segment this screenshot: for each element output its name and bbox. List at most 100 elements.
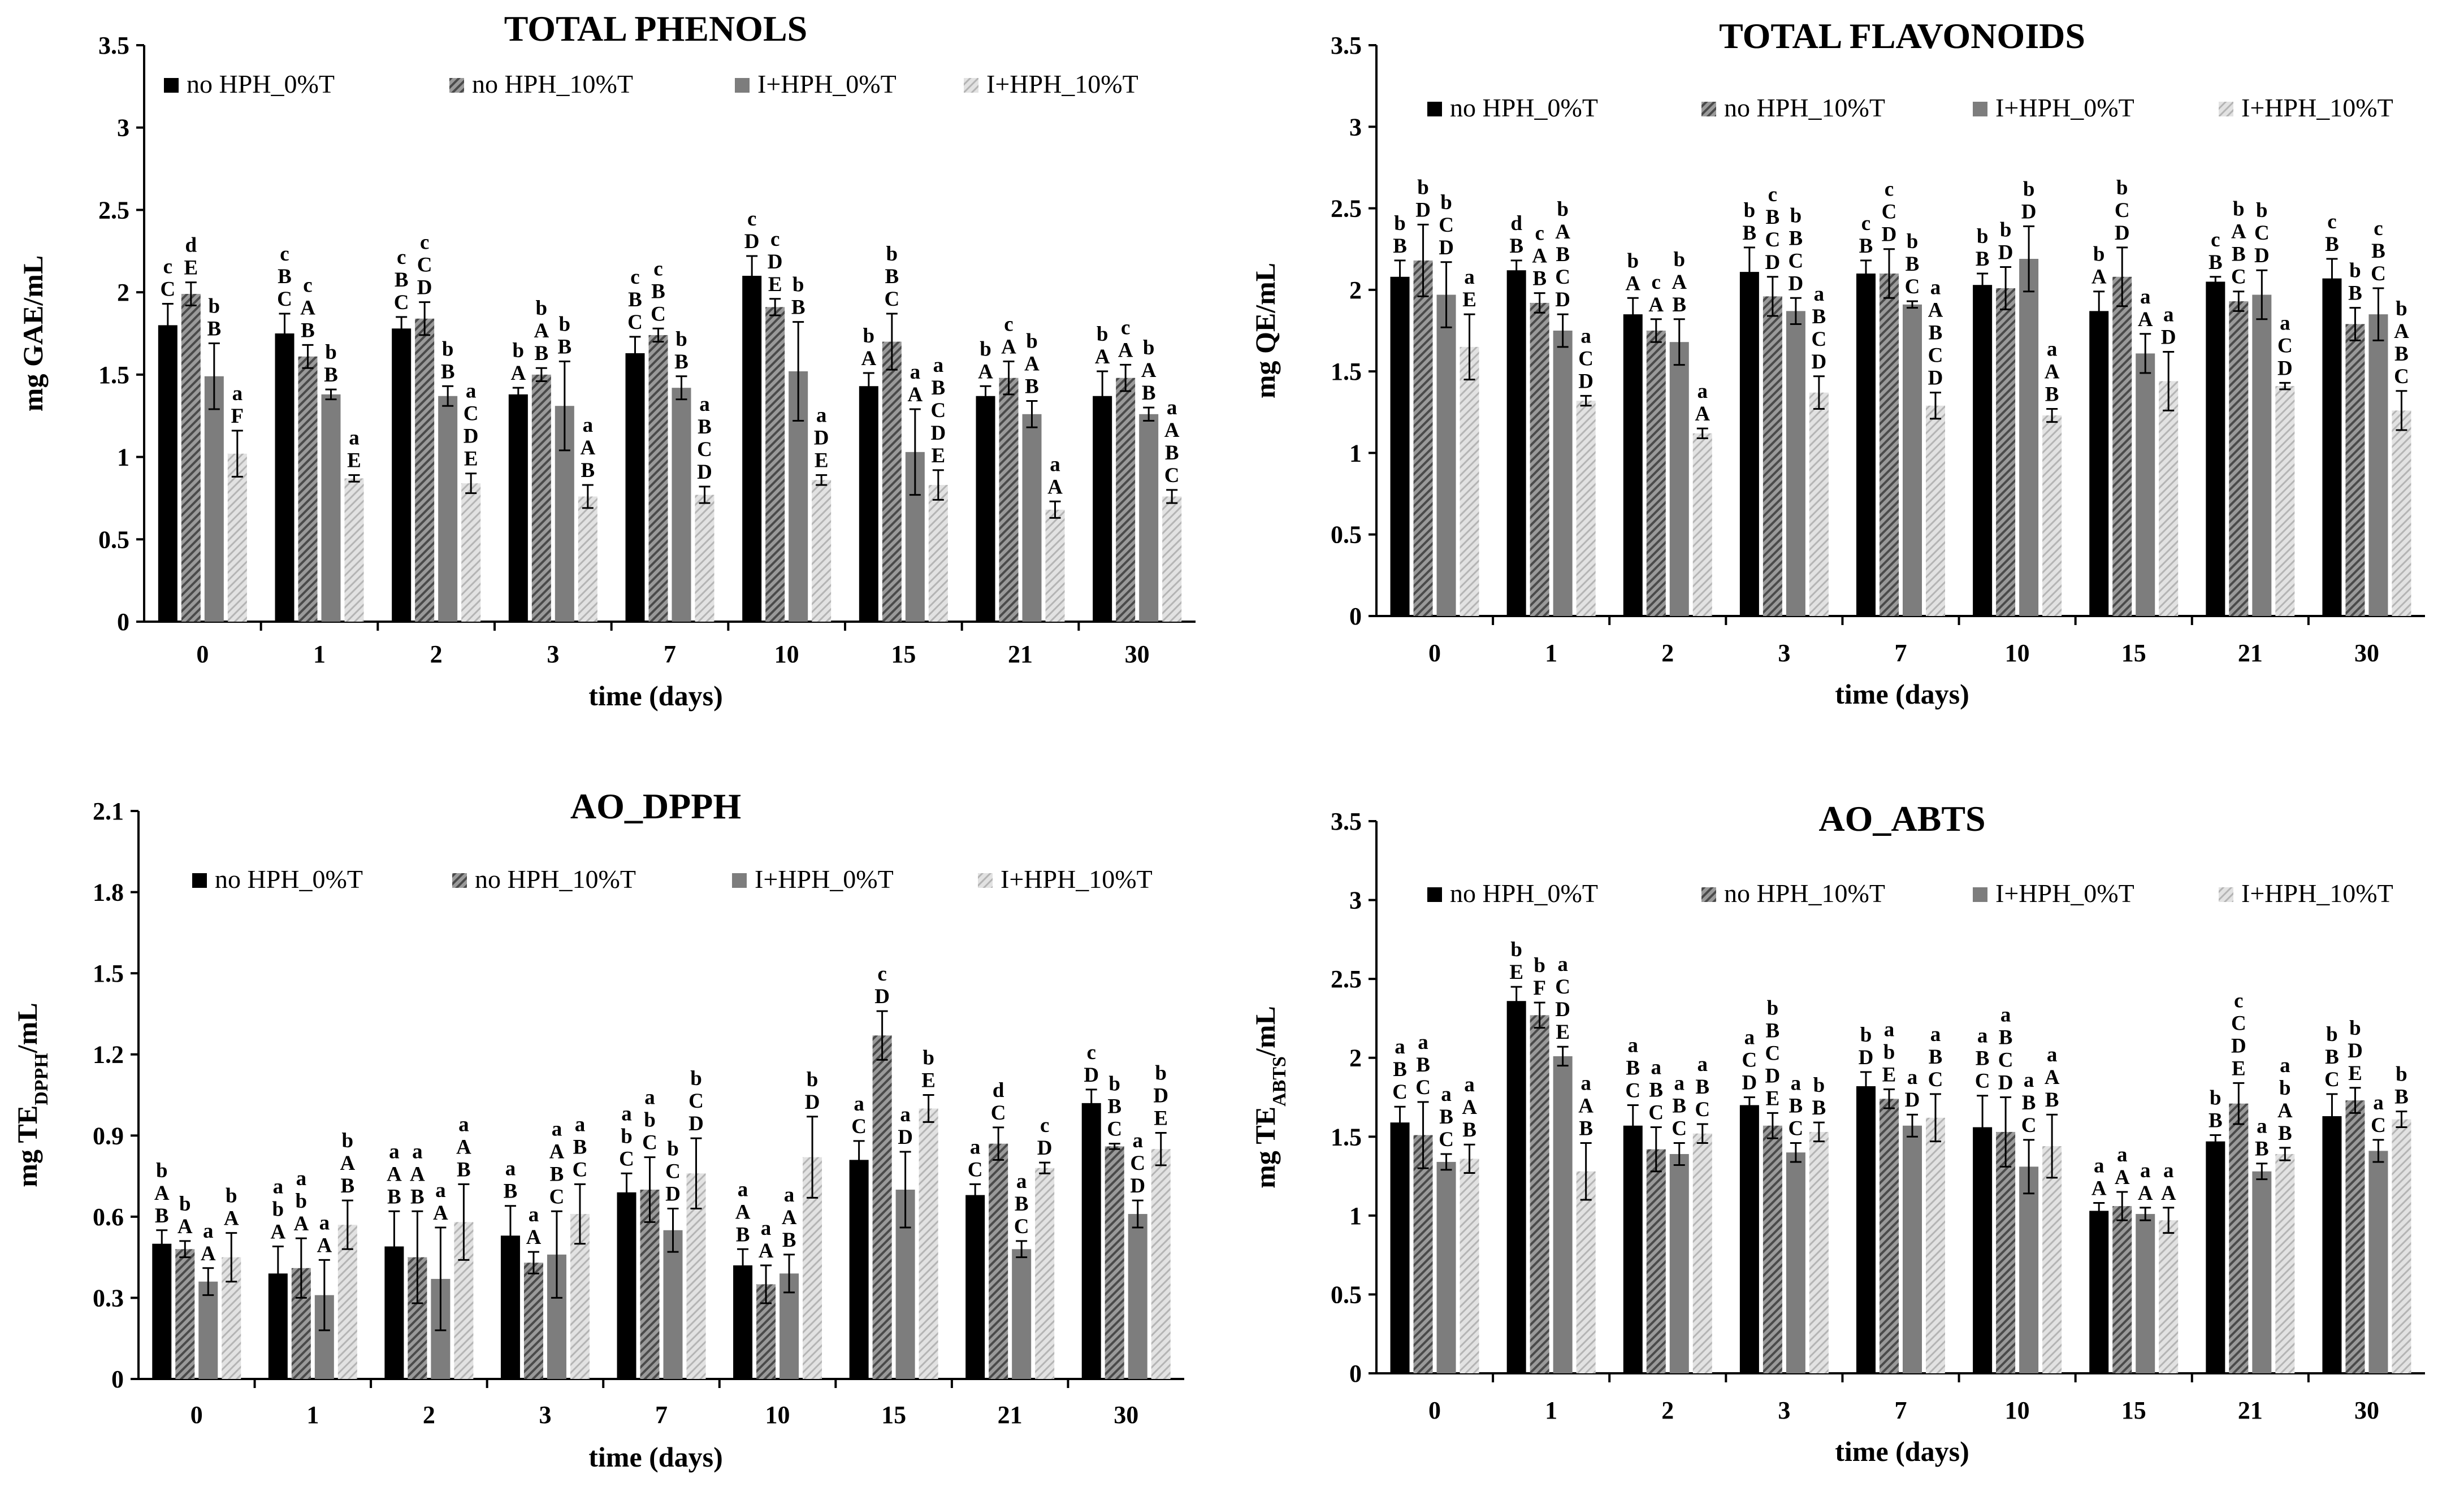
significance-letter: A bbox=[293, 1212, 309, 1235]
x-tick-label: 30 bbox=[2354, 1396, 2379, 1424]
significance-letter: A bbox=[526, 1226, 542, 1249]
legend-swatch bbox=[1427, 887, 1442, 902]
x-tick-label: 21 bbox=[998, 1401, 1023, 1429]
significance-letter: b bbox=[226, 1185, 237, 1208]
significance-letter: C bbox=[1439, 214, 1454, 237]
significance-letter: a bbox=[583, 414, 594, 437]
significance-letter: B bbox=[301, 319, 315, 342]
significance-letter: A bbox=[534, 319, 549, 342]
bar bbox=[812, 480, 832, 622]
significance-letter: B bbox=[1789, 1094, 1803, 1117]
significance-letter: c bbox=[630, 266, 639, 289]
bar bbox=[2112, 1206, 2132, 1373]
significance-letter: C bbox=[417, 254, 432, 277]
bar bbox=[1012, 1249, 1032, 1379]
significance-letter: E bbox=[2348, 1062, 2362, 1085]
significance-letter: E bbox=[347, 449, 361, 472]
legend-swatch bbox=[449, 78, 464, 93]
significance-letter: b bbox=[559, 313, 571, 336]
significance-letter: a bbox=[2257, 1115, 2267, 1138]
legend-label: no HPH_10%T bbox=[1724, 879, 1885, 908]
significance-letter: B bbox=[2232, 243, 2246, 266]
significance-letter: b bbox=[513, 339, 525, 362]
significance-letter: A bbox=[2091, 1177, 2107, 1200]
significance-letter: A bbox=[2115, 1166, 2130, 1189]
bar bbox=[337, 1225, 357, 1379]
y-tick-label: 0.3 bbox=[93, 1284, 124, 1312]
bar bbox=[1116, 378, 1136, 622]
bar bbox=[2089, 1211, 2109, 1373]
significance-letter: b bbox=[2233, 198, 2245, 221]
bar bbox=[392, 328, 412, 622]
significance-letter: b bbox=[1673, 248, 1685, 271]
y-tick-label: 2.5 bbox=[1331, 965, 1362, 993]
y-tick-label: 3.5 bbox=[1331, 808, 1362, 835]
significance-letter: B bbox=[1695, 1075, 1709, 1099]
significance-letter: D bbox=[688, 1112, 704, 1135]
significance-letter: D bbox=[2254, 244, 2270, 267]
significance-letter: C bbox=[1928, 1068, 1943, 1091]
significance-letter: A bbox=[759, 1239, 774, 1263]
significance-letter: A bbox=[782, 1206, 797, 1229]
significance-letter: D bbox=[1905, 1088, 1920, 1112]
significance-letter: b bbox=[2093, 243, 2105, 266]
significance-letter: b bbox=[1510, 938, 1522, 961]
significance-letter: C bbox=[619, 1147, 634, 1170]
bar bbox=[152, 1243, 172, 1379]
legend-swatch bbox=[164, 78, 179, 93]
bar bbox=[1996, 288, 2016, 616]
significance-letter: C bbox=[464, 402, 479, 426]
bar bbox=[1506, 1001, 1526, 1373]
bar bbox=[928, 485, 948, 622]
significance-letter: a bbox=[816, 404, 827, 427]
chart-title: TOTAL FLAVONOIDS bbox=[1719, 16, 2085, 56]
y-tick-label: 3.5 bbox=[1331, 32, 1362, 59]
significance-letter: C bbox=[2021, 1114, 2037, 1137]
significance-letter: a bbox=[1791, 1072, 1802, 1095]
significance-letter: a bbox=[232, 382, 243, 405]
significance-letter: a bbox=[466, 380, 477, 403]
significance-letter: b bbox=[209, 294, 220, 318]
bar bbox=[1390, 1122, 1410, 1373]
bar bbox=[523, 1263, 543, 1379]
significance-letter: B bbox=[2255, 1138, 2269, 1161]
significance-letter: b bbox=[2349, 259, 2361, 283]
significance-letter: c bbox=[420, 231, 429, 254]
significance-letter: C bbox=[1014, 1215, 1029, 1238]
significance-letter: b bbox=[296, 1190, 308, 1213]
bar bbox=[204, 376, 224, 622]
bar bbox=[672, 388, 691, 622]
significance-letter: b bbox=[863, 324, 875, 348]
legend-label: no HPH_0%T bbox=[215, 865, 363, 894]
significance-letter: b bbox=[886, 242, 898, 266]
significance-letter: b bbox=[342, 1129, 354, 1152]
bar bbox=[321, 394, 341, 622]
legend-swatch bbox=[1701, 102, 1716, 116]
significance-letter: a bbox=[1167, 396, 1177, 419]
significance-letter: a bbox=[412, 1140, 423, 1163]
bar bbox=[2322, 278, 2342, 617]
significance-letter: b bbox=[2396, 297, 2407, 320]
significance-letter: b bbox=[2023, 177, 2035, 201]
bar bbox=[1436, 294, 1456, 616]
bar bbox=[765, 307, 785, 622]
significance-letter: a bbox=[1557, 953, 1568, 976]
legend-swatch bbox=[1973, 887, 1987, 902]
x-tick-label: 10 bbox=[774, 640, 799, 668]
bar bbox=[275, 333, 295, 622]
significance-letter: b bbox=[1155, 1062, 1167, 1085]
significance-letter: C bbox=[1555, 266, 1570, 289]
bar bbox=[1739, 272, 1759, 617]
significance-letter: b bbox=[1026, 329, 1038, 353]
significance-letter: B bbox=[2208, 1109, 2223, 1132]
significance-letter: a bbox=[552, 1117, 562, 1140]
significance-letter: b bbox=[536, 297, 548, 320]
significance-letter: B bbox=[2208, 251, 2223, 274]
bar bbox=[742, 276, 762, 622]
x-tick-label: 0 bbox=[1428, 639, 1441, 667]
bar bbox=[1413, 260, 1433, 616]
significance-letter: b bbox=[1790, 204, 1802, 227]
significance-letter: b bbox=[1977, 225, 1989, 248]
significance-letter: C bbox=[2394, 365, 2409, 388]
x-tick-label: 1 bbox=[306, 1401, 319, 1429]
